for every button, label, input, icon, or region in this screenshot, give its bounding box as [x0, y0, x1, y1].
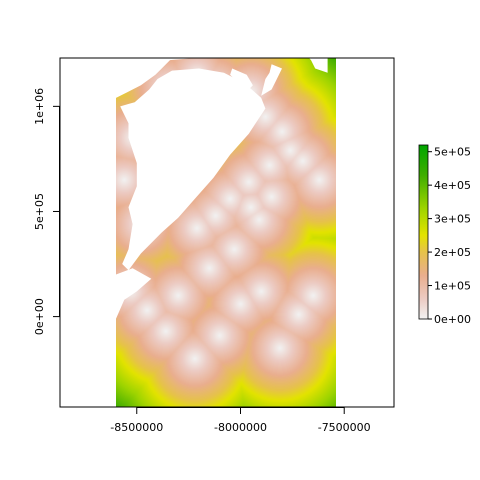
no-data-region-6 — [308, 58, 328, 73]
x-tick-label: -7500000 — [318, 421, 371, 434]
legend-tick-label: 4e+05 — [434, 179, 471, 192]
color-legend: 0e+00 1e+05 2e+05 3e+05 4e+05 5e+05 — [418, 144, 471, 326]
legend-tick-label: 3e+05 — [434, 213, 471, 226]
y-axis: 0e+00 5e+05 1e+06 — [33, 88, 60, 335]
x-tick-label: -8500000 — [110, 421, 163, 434]
y-tick-label: 0e+00 — [33, 298, 46, 335]
legend-tick-label: 1e+05 — [434, 280, 471, 293]
legend-color-bar — [418, 144, 429, 320]
no-data-region-1 — [120, 68, 266, 271]
x-axis: -8500000 -8000000 -7500000 — [110, 407, 371, 434]
no-data-region-3 — [105, 268, 152, 319]
legend-tick-label: 5e+05 — [434, 146, 471, 159]
legend-tick-label: 2e+05 — [434, 246, 471, 259]
y-tick-label: 5e+05 — [33, 193, 46, 230]
no-data-region-5 — [230, 68, 253, 90]
y-tick-label: 1e+06 — [33, 88, 46, 125]
no-data-region-4 — [261, 64, 282, 96]
x-tick-label: -8000000 — [214, 421, 267, 434]
no-data-mask — [103, 58, 328, 319]
no-data-region-2 — [103, 58, 195, 128]
legend-tick-label: 0e+00 — [434, 313, 471, 326]
